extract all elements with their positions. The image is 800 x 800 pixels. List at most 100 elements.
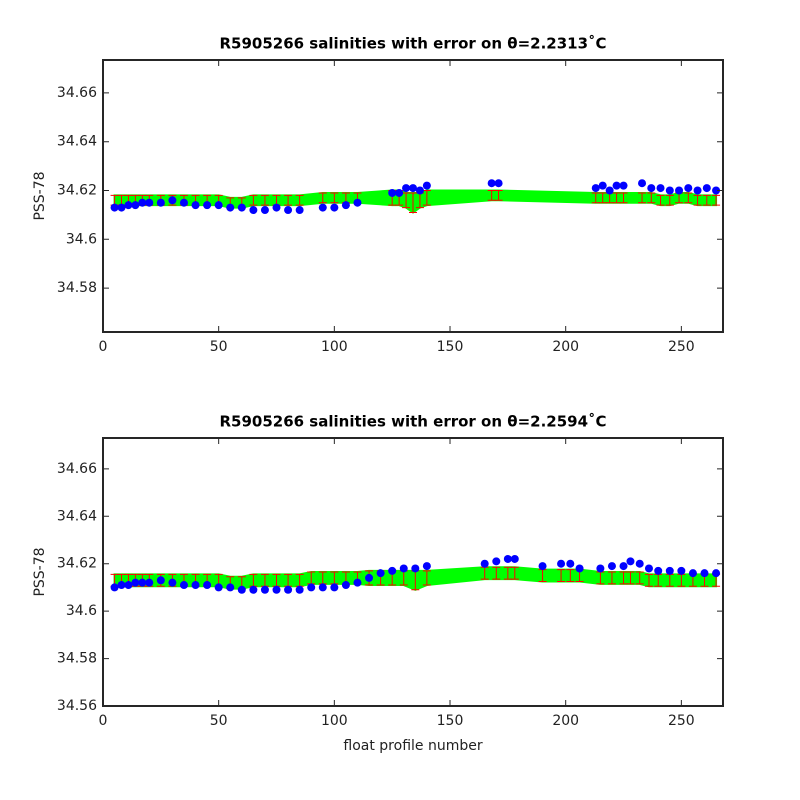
y-axis-label: PSS-78 (32, 547, 48, 596)
data-point (684, 184, 693, 193)
y-tick-label: 34.62 (57, 183, 97, 199)
error-bar (249, 194, 258, 206)
error-bar (566, 569, 575, 582)
data-point (214, 201, 223, 210)
data-point (399, 564, 408, 573)
data-point (712, 186, 721, 195)
data-point (656, 184, 665, 193)
error-bar (492, 566, 501, 580)
error-bar (684, 192, 693, 204)
data-point (284, 206, 293, 215)
data-point (168, 196, 177, 205)
data-point (124, 581, 133, 590)
error-bar (665, 194, 674, 206)
data-point (647, 184, 656, 193)
data-point (422, 562, 431, 571)
error-bar (638, 192, 647, 204)
data-point (203, 201, 212, 210)
data-point (492, 557, 501, 566)
data-point (295, 206, 304, 215)
error-bar (619, 571, 628, 585)
x-tick-label: 250 (668, 339, 695, 355)
data-point (402, 184, 411, 193)
error-bar (422, 190, 431, 206)
data-point (596, 564, 605, 573)
x-tick-label: 0 (99, 339, 108, 355)
y-tick-label: 34.64 (57, 508, 97, 524)
chart-title: R5905266 salinities with error on θ=2.25… (219, 413, 606, 431)
y-tick-label: 34.62 (57, 556, 97, 572)
error-bar (647, 192, 656, 204)
data-point (295, 585, 304, 594)
axes-frame (102, 59, 724, 333)
data-point (284, 585, 293, 594)
data-point (145, 578, 154, 587)
data-point (675, 186, 684, 195)
error-bar (656, 194, 665, 206)
data-point (688, 569, 697, 578)
data-point (156, 198, 165, 207)
data-point (179, 581, 188, 590)
data-point (654, 566, 663, 575)
data-point (415, 186, 424, 195)
data-point (191, 581, 200, 590)
error-bar (607, 571, 616, 585)
data-point (591, 184, 600, 193)
data-point (237, 585, 246, 594)
data-point (700, 569, 709, 578)
data-point (494, 179, 503, 188)
data-point (635, 559, 644, 568)
error-bar (619, 192, 628, 204)
data-point (487, 179, 496, 188)
x-tick-label: 100 (321, 713, 348, 729)
x-tick-label: 50 (210, 339, 228, 355)
data-point (353, 578, 362, 587)
data-point (538, 562, 547, 571)
x-tick-label: 0 (99, 713, 108, 729)
error-bar (644, 573, 653, 587)
error-bar (487, 190, 496, 201)
data-point (365, 573, 374, 582)
x-axis-label: float profile number (343, 738, 482, 754)
y-tick-label: 34.6 (66, 231, 97, 247)
y-tick-label: 34.66 (57, 461, 97, 477)
data-point (226, 583, 235, 592)
data-point (665, 566, 674, 575)
data-point (131, 201, 140, 210)
error-bar (626, 571, 635, 585)
error-bar (503, 566, 512, 580)
data-point (612, 181, 621, 190)
error-bar (422, 570, 431, 586)
data-point (249, 585, 258, 594)
data-point (307, 583, 316, 592)
data-point (619, 181, 628, 190)
x-tick-label: 200 (552, 713, 579, 729)
data-point (693, 186, 702, 195)
error-bar (693, 194, 702, 206)
x-tick-label: 200 (552, 339, 579, 355)
data-point (330, 583, 339, 592)
data-point (318, 583, 327, 592)
error-bar (284, 194, 293, 206)
data-point (626, 557, 635, 566)
x-tick-label: 150 (437, 339, 464, 355)
y-tick-label: 34.66 (57, 85, 97, 101)
error-bar (330, 192, 339, 204)
data-point (566, 559, 575, 568)
data-point (644, 564, 653, 573)
error-bar (402, 192, 411, 209)
data-point (110, 203, 119, 212)
data-point (260, 206, 269, 215)
y-axis-label: PSS-78 (32, 171, 48, 220)
data-point (619, 562, 628, 571)
x-tick-label: 100 (321, 339, 348, 355)
data-point (422, 181, 431, 190)
error-bar (260, 194, 269, 206)
y-tick-label: 34.56 (57, 698, 97, 714)
data-point (702, 184, 711, 193)
data-point (341, 581, 350, 590)
data-point (191, 201, 200, 210)
data-point (388, 566, 397, 575)
error-bar (702, 194, 711, 206)
